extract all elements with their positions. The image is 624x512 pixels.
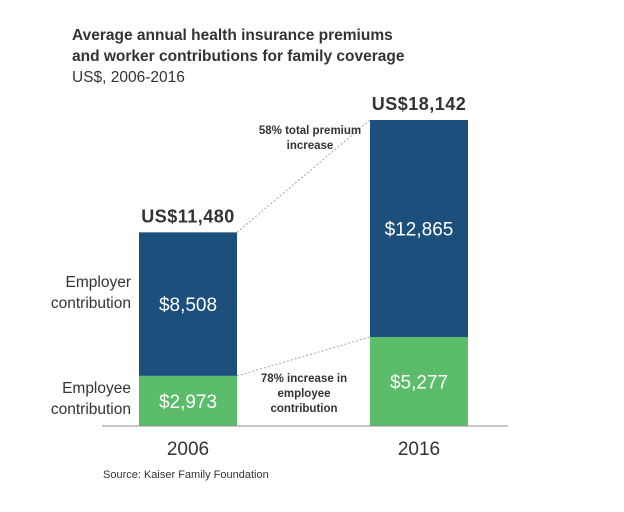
value-label-employee-2016: $5,277 <box>390 372 448 393</box>
series-label-employer: Employer <box>66 274 131 291</box>
annotation-employee-increase: contribution <box>270 403 337 415</box>
connector-lines <box>236 119 371 377</box>
series-label-employee: Employee <box>62 380 131 397</box>
value-label-employer-2016: $12,865 <box>385 219 454 240</box>
chart-title-line-1: Average annual health insurance premiums <box>72 27 393 44</box>
total-label-2006: US$11,480 <box>141 206 235 226</box>
x-tick-label-2006: 2006 <box>167 439 209 460</box>
value-label-employer-2006: $8,508 <box>159 295 217 316</box>
value-label-employee-2006: $2,973 <box>159 392 217 413</box>
series-label-employee: contribution <box>51 401 131 418</box>
total-label-2016: US$18,142 <box>372 94 467 114</box>
bars <box>139 120 468 426</box>
source-note: Source: Kaiser Family Foundation <box>103 469 269 481</box>
premium-connector-line <box>236 119 371 233</box>
chart-title-line-2: and worker contributions for family cove… <box>72 48 405 65</box>
annotation-premium-increase: increase <box>287 140 334 152</box>
annotation-employee-increase: 78% increase in <box>261 373 347 385</box>
labels: $2,973 $8,508 US$11,480 2006 $5,277 $12,865 US… <box>51 94 466 460</box>
bar-employee-2016 <box>370 336 468 426</box>
annotation-employee-increase: employee <box>277 388 330 400</box>
annotation-premium-increase: 58% total premium <box>259 125 361 137</box>
chart-subtitle: US$, 2006-2016 <box>72 69 185 86</box>
bar-employer-2006 <box>139 232 237 376</box>
bar-employer-2016 <box>370 120 468 337</box>
bar-employee-2006 <box>139 375 237 426</box>
x-tick-label-2016: 2016 <box>398 439 440 460</box>
series-label-employer: contribution <box>51 295 131 312</box>
employee-connector-line <box>236 336 371 377</box>
